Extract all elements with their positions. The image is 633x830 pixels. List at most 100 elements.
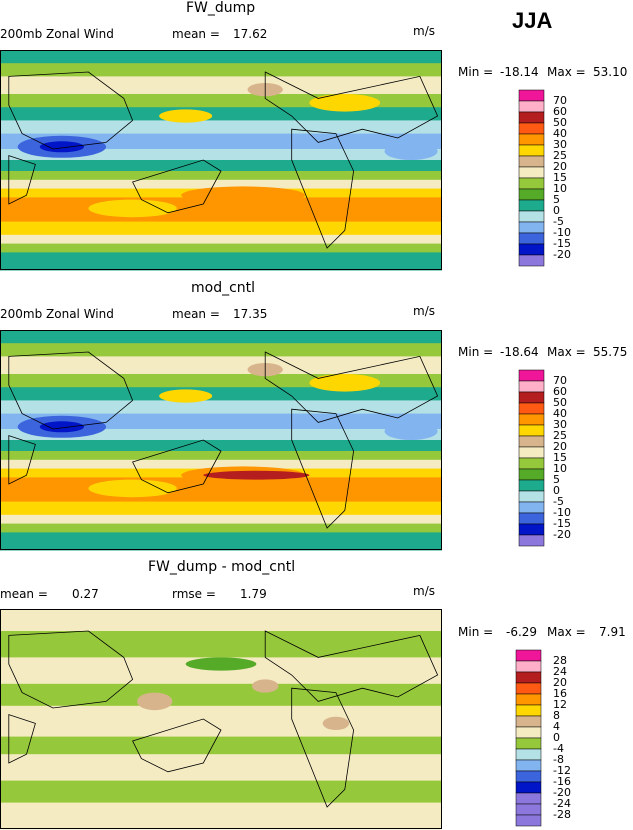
panel3-min-label: Min = [458,625,494,639]
colorbar-swatch [518,457,545,470]
colorbar-tick-label: -24 [553,797,571,810]
colorbar-tick-label: 10 [553,462,567,475]
map-band [0,683,442,707]
panel1-variable: 200mb Zonal Wind [0,27,114,41]
panel2-max-label: Max = [547,345,586,359]
colorbar-tick-label: 10 [553,182,567,195]
panel2-min-value: -18.64 [500,345,539,359]
colorbar-swatch [518,380,545,393]
colorbar-tick-label: 24 [553,665,567,678]
map-band [0,736,442,755]
colorbar-swatch [518,243,545,256]
colorbar-swatch [518,424,545,437]
colorbar-swatch [518,199,545,212]
colorbar-swatch [518,111,545,124]
colorbar-swatch [518,254,545,267]
map-feature [384,422,438,441]
colorbar-tick-label: -5 [553,495,564,508]
map-band [0,387,442,401]
colorbar-swatch [518,391,545,404]
colorbar-swatch [518,210,545,223]
continent-outline [8,71,134,150]
colorbar-tick-label: 20 [553,160,567,173]
map-band [0,400,442,415]
colorbar-tick-label: 12 [553,698,567,711]
map-band [0,107,442,121]
map-band [0,802,442,830]
map-frame [0,609,442,829]
colorbar-swatch [518,155,545,168]
colorbar-swatch [518,490,545,503]
panel3-mean-label: mean = [0,587,48,601]
map-panel-2 [0,330,442,551]
panel3-units: m/s [413,584,435,598]
colorbar-tick-label: -8 [553,753,564,766]
map-band [0,631,442,658]
colorbar-swatch [515,792,542,805]
map-band [0,120,442,135]
map-feature [203,470,310,480]
map-feature [181,186,305,204]
continent-outline [132,159,222,214]
colorbar-tick-label: 60 [553,105,567,118]
colorbar-tick-label: 60 [553,385,567,398]
colorbar-swatch [518,89,545,102]
colorbar-swatch [518,479,545,492]
colorbar-tick-label: -5 [553,215,564,228]
map-band [0,514,442,525]
map-band [0,133,442,150]
map-band [0,754,442,782]
colorbar-tick-label: -15 [553,237,571,250]
map-band [0,252,442,271]
map-band [0,343,442,357]
map-band [0,221,442,236]
colorbar-1 [518,89,545,267]
colorbar-tick-label: 8 [553,709,560,722]
colorbar-tick-label: 28 [553,654,567,667]
continent-outline [264,630,439,702]
colorbar-swatch [518,435,545,448]
panel2-units: m/s [413,304,435,318]
map-feature [88,479,177,498]
map-band [0,63,442,77]
colorbar-swatch [518,512,545,525]
map-feature [159,109,213,123]
panel3-mean-value: 0.27 [72,587,99,601]
map-band [0,532,442,551]
colorbar-tick-label: 70 [553,94,567,107]
map-band [0,413,442,430]
colorbar-swatch [515,715,542,728]
panel3-title: FW_dump - mod_cntl [148,559,296,575]
colorbar-tick-label: 25 [553,429,567,442]
colorbar-tick-label: 0 [553,484,560,497]
map-frame [0,50,442,270]
panel2-mean-label: mean = [172,307,220,321]
panel3-min-value: -6.29 [506,625,538,639]
map-feature [88,199,177,218]
colorbar-tick-label: 4 [553,720,560,733]
continent-outline [8,714,36,764]
colorbar-tick-label: -4 [553,742,564,755]
map-feature [39,421,84,433]
map-band [0,780,442,804]
colorbar-tick-label: 30 [553,418,567,431]
colorbar-swatch [515,649,542,662]
colorbar-swatch [515,781,542,794]
colorbar-swatch [518,369,545,382]
map-panel-3 [0,609,442,830]
map-band [0,171,442,181]
colorbar-tick-label: -10 [553,226,571,239]
panel2-title: mod_cntl [191,280,256,296]
map-band [0,160,442,172]
map-band [0,234,442,245]
colorbar-tick-label: 5 [553,193,560,206]
colorbar-swatch [515,770,542,783]
panel1-mean-value: 17.62 [233,27,268,41]
colorbar-swatch [518,232,545,245]
colorbar-tick-label: 0 [553,204,560,217]
map-band [0,451,442,461]
map-feature [137,692,173,711]
colorbar-tick-label: 40 [553,407,567,420]
colorbar-tick-label: -15 [553,517,571,530]
